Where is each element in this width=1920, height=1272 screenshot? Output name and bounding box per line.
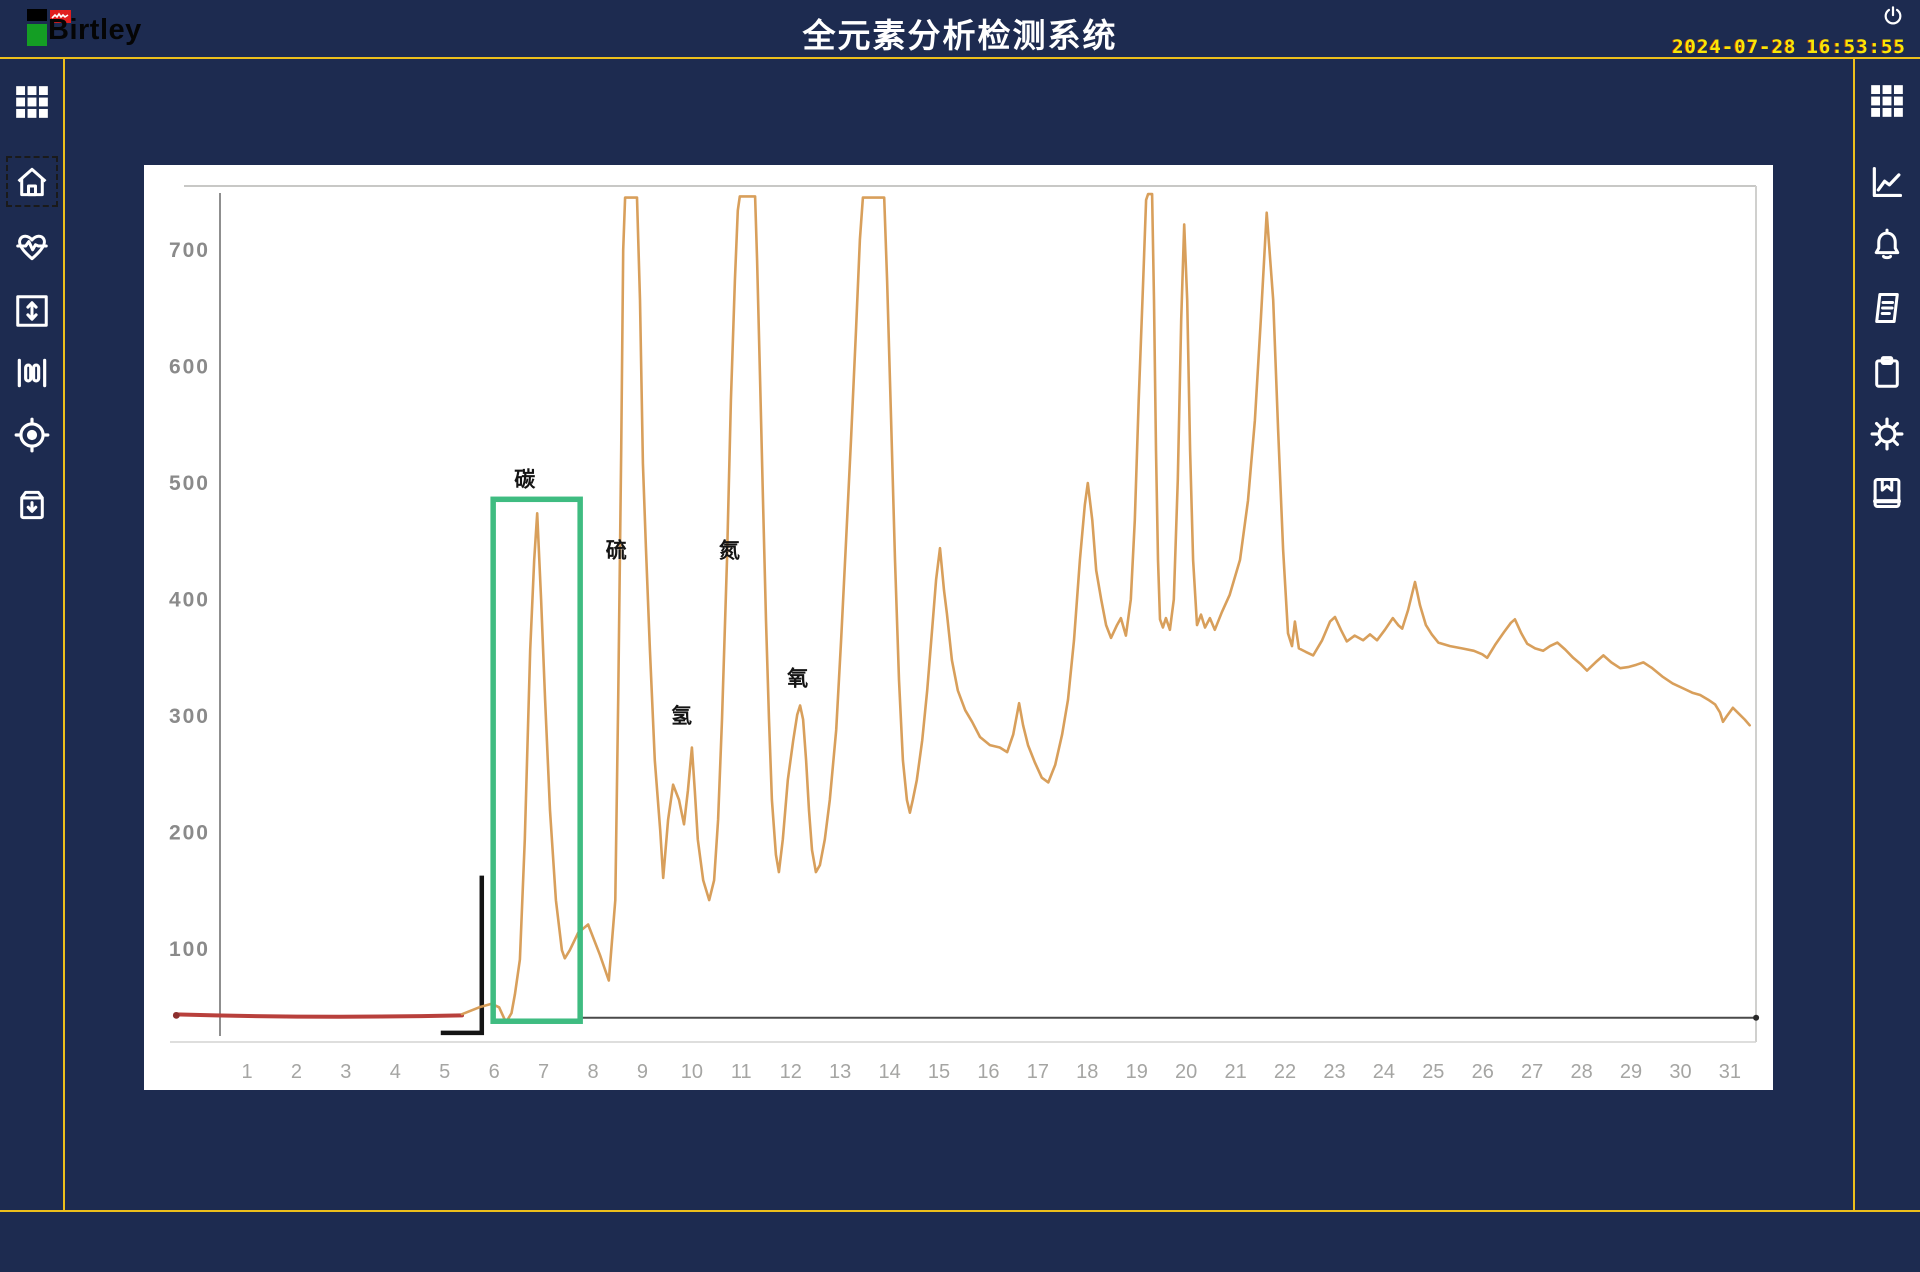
x-tick-label: 6 (489, 1061, 500, 1083)
x-tick-label: 20 (1175, 1061, 1197, 1083)
date-text: 2024-07-28 (1672, 36, 1797, 58)
power-icon[interactable] (1882, 5, 1904, 27)
y-tick-label: 500 (169, 472, 210, 495)
x-tick-label: 17 (1027, 1061, 1049, 1083)
x-tick-label: 13 (829, 1061, 851, 1083)
logo-red-wave-block (50, 10, 71, 23)
baseline-marker-start (172, 1012, 180, 1019)
apps-grid-icon[interactable] (13, 83, 51, 121)
x-tick-label: 16 (977, 1061, 999, 1083)
home-icon[interactable] (13, 163, 51, 201)
x-tick-label: 12 (780, 1061, 802, 1083)
apps-grid-icon[interactable] (1868, 82, 1906, 120)
x-tick-label: 29 (1620, 1061, 1642, 1083)
y-tick-label: 700 (169, 239, 210, 262)
brand-name: Birtley (48, 14, 142, 46)
page-title: 全元素分析检测系统 (802, 17, 1118, 54)
x-tick-label: 1 (241, 1061, 252, 1083)
datetime-display: 2024-07-28 16:53:55 (1672, 36, 1906, 58)
x-tick-label: 27 (1521, 1061, 1543, 1083)
y-tick-label: 100 (169, 938, 210, 961)
x-tick-label: 5 (439, 1061, 450, 1083)
x-tick-label: 30 (1669, 1061, 1691, 1083)
x-tick-label: 4 (390, 1061, 401, 1083)
archive-download-icon[interactable] (13, 486, 51, 524)
footer-divider-line (0, 1210, 1920, 1212)
element-peak-label: 氮 (719, 539, 740, 563)
settings-gear-icon[interactable] (1868, 415, 1906, 453)
chromatogram-panel: 100 200 300 400 500 600 700 1 2 3 4 5 6 7 8 9 10 11 12 13 14… (144, 165, 1773, 1090)
report-log-icon[interactable] (1868, 289, 1906, 327)
x-tick-label: 28 (1570, 1061, 1592, 1083)
x-tick-label: 23 (1323, 1061, 1345, 1083)
health-monitor-icon[interactable] (13, 227, 51, 265)
element-peak-label: 碳 (514, 467, 536, 491)
data-save-book-icon[interactable] (1868, 474, 1906, 512)
alarm-bell-icon[interactable] (1868, 226, 1906, 264)
element-peak-label: 氢 (671, 704, 692, 728)
logo-black-block (27, 9, 47, 21)
x-tick-label: 10 (681, 1061, 703, 1083)
y-tick-label: 400 (169, 589, 210, 612)
x-tick-label: 8 (587, 1061, 598, 1083)
element-peak-label: 硫 (606, 539, 627, 563)
baseline-marker-red (173, 1012, 465, 1019)
chromatogram-trace (460, 192, 1751, 1024)
x-tick-label: 9 (637, 1061, 648, 1083)
header: Birtley 全元素分析检测系统 2024-07-28 16:53:55 (0, 0, 1920, 58)
x-tick-label: 18 (1076, 1061, 1098, 1083)
x-tick-label: 26 (1472, 1061, 1494, 1083)
element-peak-label: 氧 (787, 667, 808, 691)
x-tick-label: 31 (1719, 1061, 1741, 1083)
header-divider-line (0, 57, 1920, 59)
x-tick-label: 2 (291, 1061, 302, 1083)
target-locate-icon[interactable] (13, 416, 51, 454)
y-tick-label: 300 (169, 705, 210, 728)
columns-gauge-icon[interactable] (13, 354, 51, 392)
y-tick-label: 200 (169, 822, 210, 845)
x-tick-label: 3 (340, 1061, 351, 1083)
clipboard-tasks-icon[interactable] (1868, 353, 1906, 391)
x-tick-label: 11 (731, 1061, 752, 1083)
x-tick-label: 14 (878, 1061, 900, 1083)
logo-wave-icon (51, 12, 69, 19)
time-text: 16:53:55 (1806, 36, 1906, 58)
x-tick-label: 15 (928, 1061, 950, 1083)
x-tick-label: 22 (1274, 1061, 1296, 1083)
baseline-end-blob (1753, 1014, 1760, 1021)
brand-logo: Birtley (26, 6, 186, 52)
carbon-peak-selection-box[interactable] (490, 496, 583, 1024)
right-sidebar-divider-line (1853, 59, 1855, 1210)
x-tick-label: 21 (1224, 1061, 1246, 1083)
y-tick-label: 600 (169, 356, 210, 379)
expand-vertical-icon[interactable] (13, 292, 51, 330)
integration-bracket (440, 875, 485, 1036)
logo-green-block (27, 24, 47, 46)
x-tick-label: 24 (1373, 1061, 1395, 1083)
x-tick-label: 7 (538, 1061, 549, 1083)
left-sidebar-divider-line (63, 59, 65, 1210)
home-selection-outline (6, 156, 58, 207)
trend-chart-icon[interactable] (1868, 163, 1906, 201)
x-tick-label: 25 (1422, 1061, 1444, 1083)
x-tick-label: 19 (1126, 1061, 1148, 1083)
